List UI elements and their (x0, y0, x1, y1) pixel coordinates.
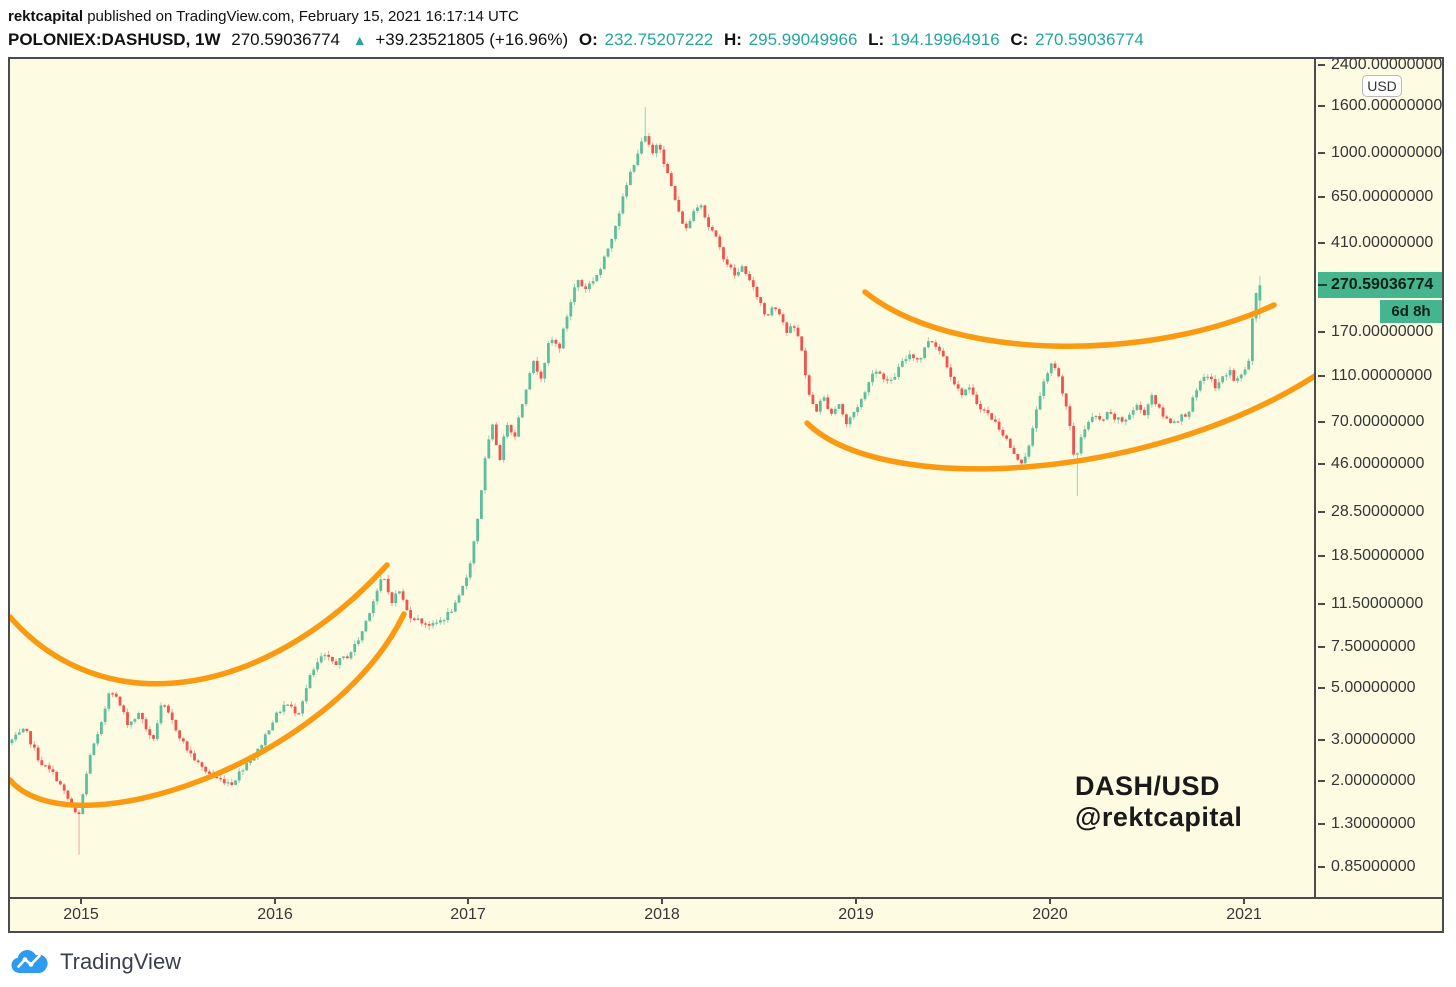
currency-unit-badge[interactable]: USD (1362, 75, 1402, 97)
year-tick (661, 899, 663, 904)
current-price-tick (1318, 284, 1327, 286)
tradingview-wordmark: TradingView (60, 949, 182, 974)
price-tick: 410.00000000 (1318, 234, 1444, 252)
year-tick (274, 899, 276, 904)
high-label: H: (723, 30, 742, 49)
year-label: 2020 (1032, 906, 1068, 923)
time-axis[interactable]: 2015 2016 2017 2018 2019 2020 2021 (10, 897, 1442, 931)
header: rektcapital published on TradingView.com… (8, 6, 1438, 52)
left-rounding-bottom-upper[interactable] (10, 562, 390, 687)
watermark-handle: @rektcapital (1075, 802, 1243, 832)
right-rounding-bottom-lower[interactable] (804, 373, 1316, 472)
price-tick: 650.00000000 (1318, 188, 1444, 206)
open-label: O: (578, 30, 598, 49)
year-tick (855, 899, 857, 904)
price-tick: 3.00000000 (1318, 731, 1444, 749)
year-tick (467, 899, 469, 904)
symbol-status-row: POLONIEX:DASHUSD, 1W 270.59036774 ▲ +39.… (8, 28, 1438, 52)
price-tick: 2400.00000000 (1318, 59, 1444, 74)
candlestick-plot (10, 107, 1316, 855)
tradingview-cloud-icon (11, 950, 48, 973)
high-value: 295.99049966 (748, 30, 858, 49)
current-price-label: 270.59036774 (1318, 272, 1442, 298)
publish-info: rektcapital published on TradingView.com… (8, 6, 1438, 28)
year-label: 2019 (838, 906, 874, 923)
close-value: 270.59036774 (1035, 30, 1144, 49)
chart-frame: DASH/USD @rektcapital 0.85000000 1.300000… (8, 57, 1444, 933)
close-label: C: (1010, 30, 1029, 49)
price-tick: 7.50000000 (1318, 638, 1444, 656)
price-tick: 0.85000000 (1318, 858, 1444, 876)
up-arrow-icon: ▲ (352, 32, 367, 48)
price-tick: 11.50000000 (1318, 595, 1444, 613)
bar-countdown-badge: 6d 8h (1380, 300, 1442, 323)
price-axis[interactable]: 0.85000000 1.30000000 2.00000000 3.00000000… (1318, 59, 1444, 897)
chart-pane[interactable]: DASH/USD @rektcapital (10, 59, 1316, 897)
open-value: 232.75207222 (604, 30, 714, 49)
price-tick: 110.00000000 (1318, 367, 1444, 385)
tradingview-attribution[interactable]: TradingView (10, 942, 181, 982)
price-tick: 1600.00000000 (1318, 97, 1444, 115)
watermark-pair: DASH/USD (1075, 771, 1221, 801)
year-label: 2017 (450, 906, 486, 923)
price-tick: 5.00000000 (1318, 679, 1444, 697)
price-tick: 70.00000000 (1318, 413, 1444, 431)
price-tick: 1.30000000 (1318, 815, 1444, 833)
author-name: rektcapital (8, 8, 84, 25)
price-tick: 1000.00000000 (1318, 144, 1444, 162)
year-label: 2016 (257, 906, 293, 923)
year-tick (1243, 899, 1245, 904)
chart-watermark: DASH/USD @rektcapital (1075, 771, 1242, 833)
publish-text: published on TradingView.com, February 1… (83, 8, 519, 25)
low-value: 194.19964916 (890, 30, 1000, 49)
low-label: L: (868, 30, 885, 49)
price-tick: 170.00000000 (1318, 323, 1444, 341)
last-price: 270.59036774 (231, 30, 340, 49)
right-rounding-bottom-upper[interactable] (862, 289, 1277, 349)
year-label: 2015 (63, 906, 99, 923)
price-tick: 46.00000000 (1318, 455, 1444, 473)
left-rounding-bottom-lower[interactable] (10, 611, 407, 808)
price-tick: 18.50000000 (1318, 547, 1444, 565)
price-tick: 28.50000000 (1318, 503, 1444, 521)
year-tick (1049, 899, 1051, 904)
price-change: +39.23521805 (+16.96%) (375, 30, 569, 49)
year-label: 2018 (644, 906, 680, 923)
year-tick (80, 899, 82, 904)
price-tick: 2.00000000 (1318, 772, 1444, 790)
year-label: 2021 (1226, 906, 1262, 923)
symbol-interval: POLONIEX:DASHUSD, 1W (8, 30, 221, 49)
